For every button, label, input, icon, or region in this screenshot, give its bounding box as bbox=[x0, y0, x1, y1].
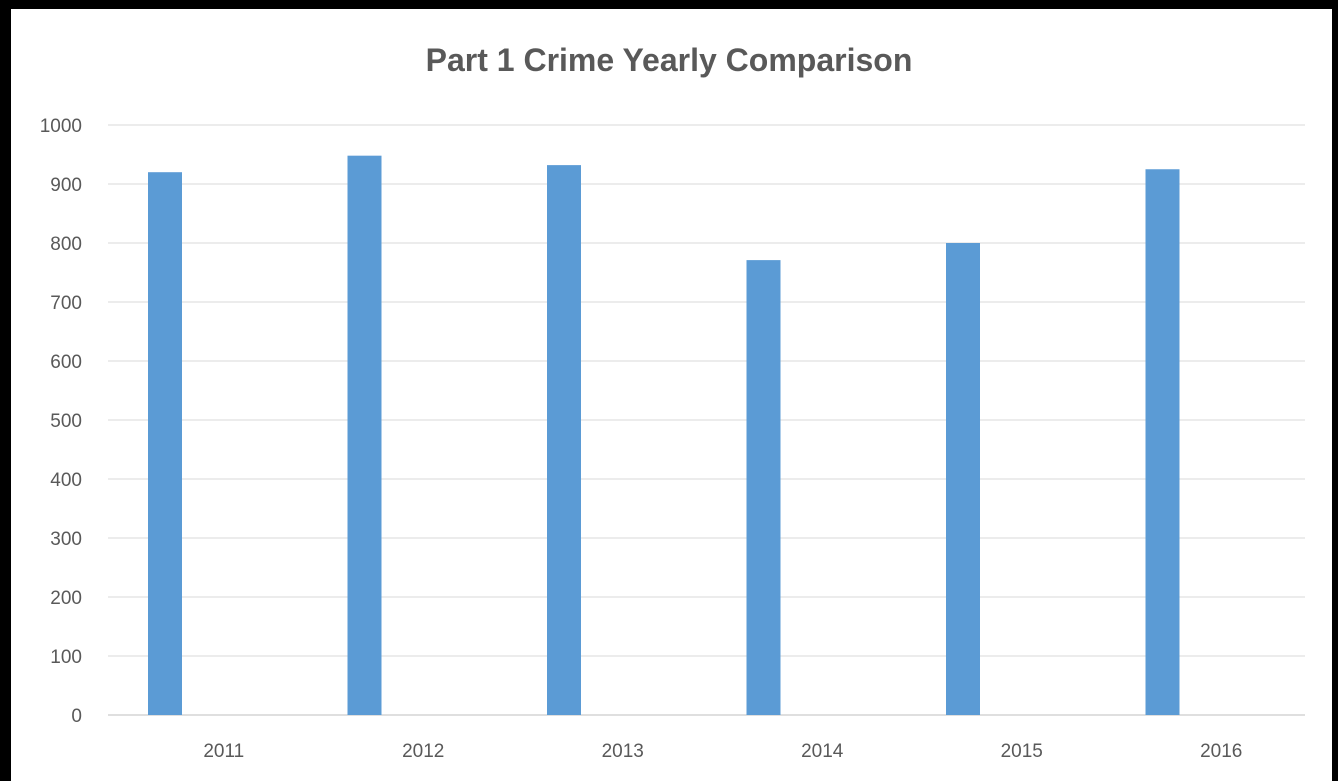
x-tick-label: 2013 bbox=[602, 741, 644, 762]
x-tick-label: 2011 bbox=[203, 741, 244, 762]
y-tick-label: 100 bbox=[50, 647, 82, 668]
bar-2011 bbox=[148, 172, 182, 715]
bars bbox=[148, 155, 1180, 715]
x-tick-label: 2016 bbox=[1200, 741, 1242, 762]
bar-2015 bbox=[946, 243, 980, 715]
x-tick-label: 2014 bbox=[801, 741, 844, 762]
bar-2013 bbox=[547, 165, 581, 715]
y-tick-label: 1000 bbox=[40, 116, 82, 137]
bar-2016 bbox=[1145, 169, 1180, 715]
y-tick-label: 900 bbox=[50, 175, 82, 196]
gridlines bbox=[108, 124, 1305, 716]
y-tick-label: 600 bbox=[50, 352, 82, 373]
x-tick-label: 2015 bbox=[1001, 741, 1043, 762]
chart-title: Part 1 Crime Yearly Comparison bbox=[425, 42, 913, 78]
y-tick-label: 800 bbox=[50, 234, 82, 255]
bar-2014 bbox=[746, 260, 781, 715]
y-axis-ticks: 0 100 200 300 400 500 600 700 800 900 1000 bbox=[40, 116, 82, 727]
bar-2012 bbox=[347, 155, 382, 715]
y-tick-label: 400 bbox=[50, 470, 82, 491]
y-tick-label: 700 bbox=[50, 293, 82, 314]
y-tick-label: 300 bbox=[50, 529, 82, 550]
y-tick-label: 200 bbox=[50, 588, 82, 609]
y-tick-label: 0 bbox=[71, 706, 82, 727]
x-axis-ticks: 2011 2012 2013 2014 2015 2016 bbox=[203, 741, 1242, 762]
x-tick-label: 2012 bbox=[402, 741, 444, 762]
y-tick-label: 500 bbox=[50, 411, 82, 432]
